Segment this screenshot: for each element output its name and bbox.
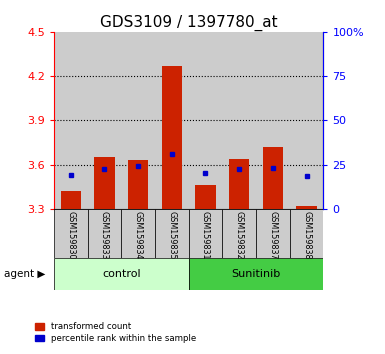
Bar bbox=[290, 32, 323, 209]
Text: GSM159834: GSM159834 bbox=[134, 211, 142, 260]
Text: GSM159831: GSM159831 bbox=[201, 211, 210, 260]
Text: GSM159837: GSM159837 bbox=[268, 211, 277, 260]
Bar bbox=[54, 209, 88, 258]
Bar bbox=[256, 209, 290, 258]
Bar bbox=[189, 32, 223, 209]
Text: Sunitinib: Sunitinib bbox=[231, 269, 281, 279]
Text: GSM159835: GSM159835 bbox=[167, 211, 176, 260]
Bar bbox=[223, 32, 256, 209]
Text: GSM159832: GSM159832 bbox=[235, 211, 244, 260]
Bar bbox=[229, 159, 249, 209]
Bar bbox=[121, 209, 155, 258]
Bar bbox=[196, 185, 216, 209]
Bar bbox=[296, 206, 316, 209]
Bar bbox=[54, 258, 189, 290]
Bar bbox=[94, 157, 115, 209]
Title: GDS3109 / 1397780_at: GDS3109 / 1397780_at bbox=[100, 14, 278, 30]
Bar bbox=[189, 258, 323, 290]
Text: GSM159830: GSM159830 bbox=[66, 211, 75, 260]
Bar bbox=[61, 191, 81, 209]
Legend: transformed count, percentile rank within the sample: transformed count, percentile rank withi… bbox=[35, 322, 196, 343]
Text: control: control bbox=[102, 269, 141, 279]
Bar bbox=[263, 147, 283, 209]
Bar bbox=[256, 32, 290, 209]
Bar bbox=[155, 209, 189, 258]
Text: agent ▶: agent ▶ bbox=[4, 269, 45, 279]
Bar bbox=[54, 32, 88, 209]
Bar bbox=[155, 32, 189, 209]
Bar bbox=[121, 32, 155, 209]
Bar bbox=[189, 209, 223, 258]
Text: GSM159833: GSM159833 bbox=[100, 211, 109, 260]
Bar bbox=[162, 66, 182, 209]
Bar bbox=[128, 160, 148, 209]
Bar bbox=[290, 209, 323, 258]
Bar bbox=[88, 32, 121, 209]
Bar bbox=[223, 209, 256, 258]
Bar bbox=[88, 209, 121, 258]
Text: GSM159838: GSM159838 bbox=[302, 211, 311, 260]
